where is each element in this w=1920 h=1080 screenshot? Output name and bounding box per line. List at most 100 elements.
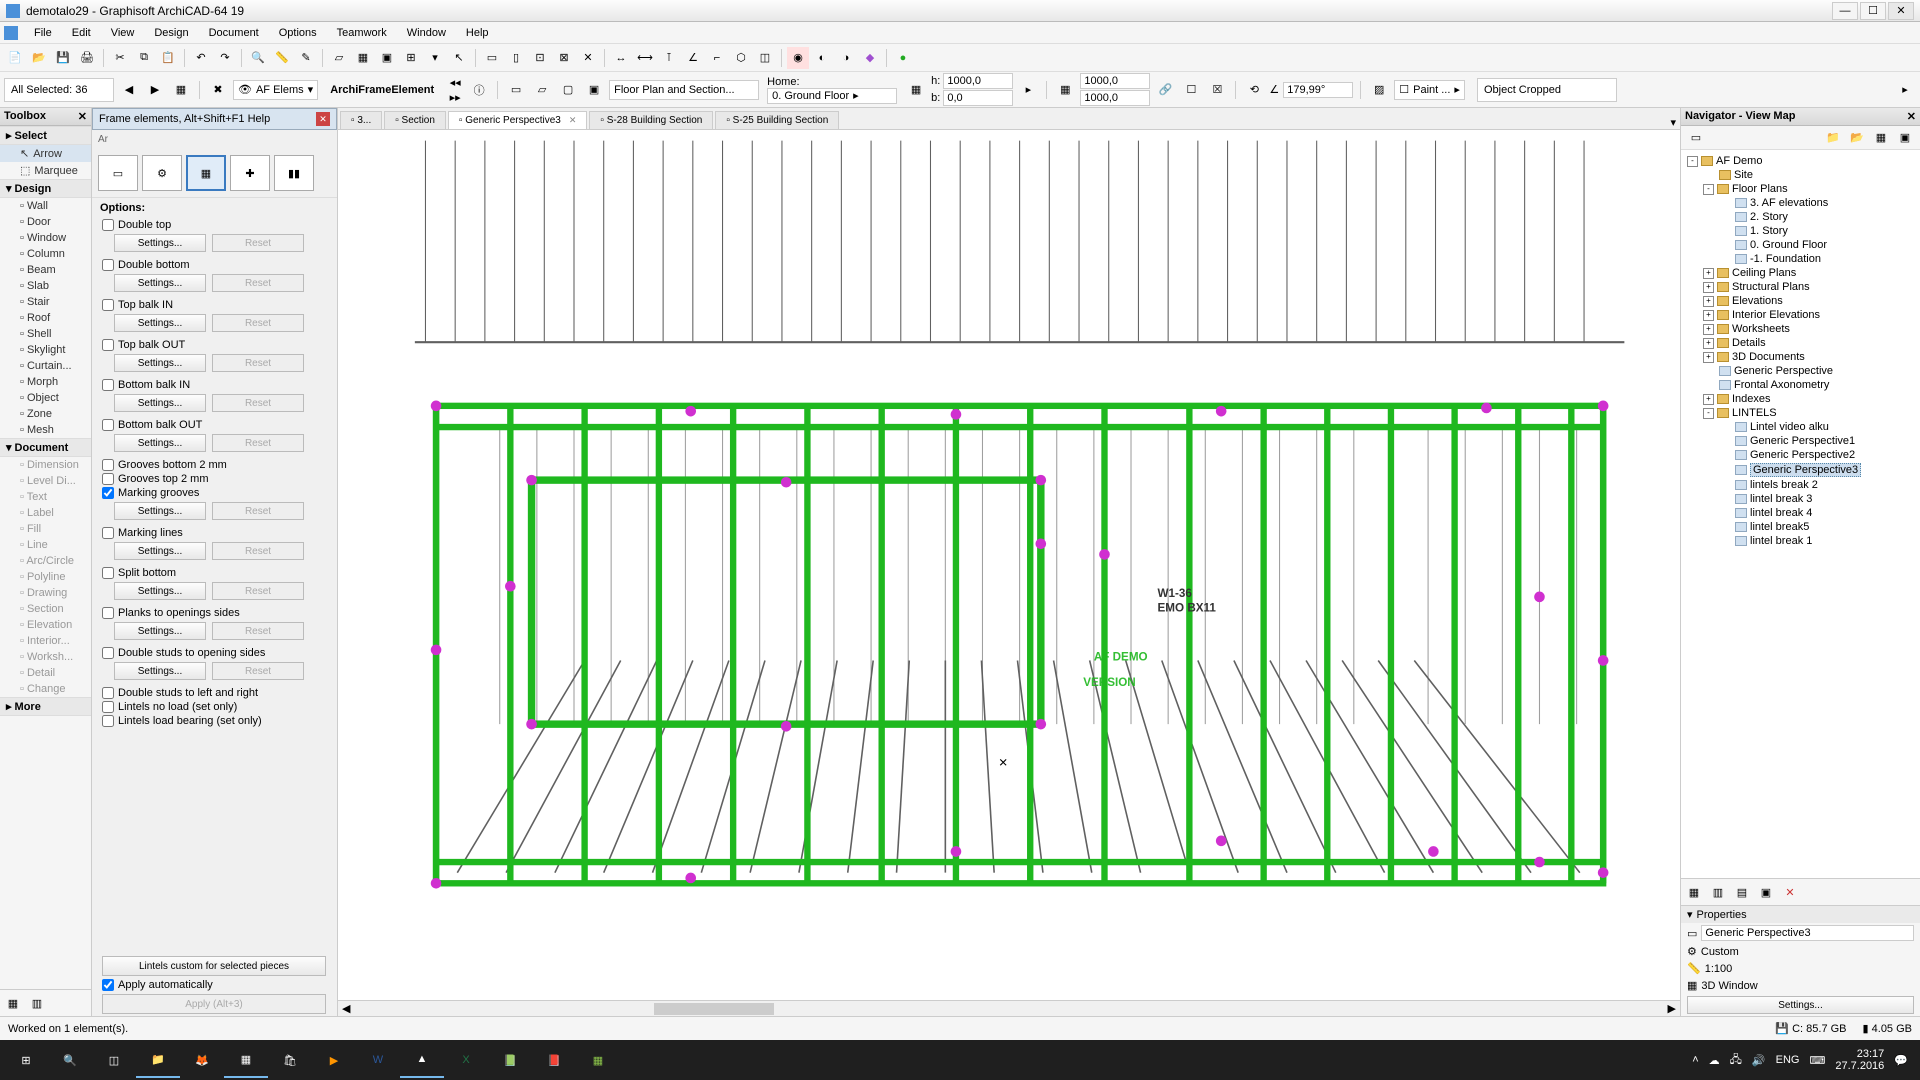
home-story-combo[interactable]: 0. Ground Floor ▸ (767, 88, 897, 104)
marquee-tool[interactable]: ⬚ Marquee (0, 162, 91, 179)
maximize-button[interactable]: ☐ (1860, 2, 1886, 20)
tool-icon[interactable]: ↖ (448, 47, 470, 69)
tool-slab[interactable]: ▫ Slab (0, 278, 91, 294)
tree-node[interactable]: 1. Story (1683, 224, 1918, 238)
nav-prev-icon[interactable]: ◀ (118, 79, 140, 101)
paint-combo[interactable]: ☐ Paint ... ▸ (1394, 80, 1465, 100)
opt-checkbox[interactable] (102, 259, 114, 271)
tree-node[interactable]: 3. AF elevations (1683, 196, 1918, 210)
tool-icon[interactable]: ▯ (505, 47, 527, 69)
tree-node[interactable]: +Indexes (1683, 392, 1918, 406)
zoom-icon[interactable]: 🔍 (247, 47, 269, 69)
tool-icon[interactable]: ▱ (328, 47, 350, 69)
reset-button[interactable]: Reset (212, 314, 304, 332)
opt-checkbox[interactable] (102, 339, 114, 351)
opt-checkbox[interactable] (102, 687, 114, 699)
tool-icon[interactable]: ⬡ (730, 47, 752, 69)
tool-zone[interactable]: ▫ Zone (0, 406, 91, 422)
copy-icon[interactable]: ⧉ (133, 47, 155, 69)
language-indicator[interactable]: ENG (1776, 1054, 1800, 1066)
expand-icon[interactable]: + (1703, 310, 1714, 321)
tab-close-icon[interactable]: ✕ (569, 115, 577, 126)
nav-icon[interactable]: 📁 (1822, 127, 1844, 149)
opt-checkbox[interactable] (102, 379, 114, 391)
prev-icon[interactable]: ◂◂ (446, 75, 464, 89)
edit-icon[interactable]: ✎ (295, 47, 317, 69)
tool-door[interactable]: ▫ Door (0, 214, 91, 230)
tool-elevation[interactable]: ▫ Elevation (0, 617, 91, 633)
print-icon[interactable]: 🖨 (76, 47, 98, 69)
tool-icon[interactable]: ▣ (583, 79, 605, 101)
tool-icon[interactable]: ↔ (610, 47, 632, 69)
app-icon[interactable]: ▦ (224, 1042, 268, 1078)
h-input[interactable] (943, 73, 1013, 89)
close-icon[interactable]: ✕ (78, 110, 87, 123)
nav-next-icon[interactable]: ▶ (144, 79, 166, 101)
close-icon[interactable]: ✕ (316, 112, 330, 126)
tool-icon[interactable]: ▦ (905, 79, 927, 101)
app-icon[interactable]: ▦ (576, 1042, 620, 1078)
tree-node[interactable]: -LINTELS (1683, 406, 1918, 420)
tool-icon[interactable]: ◫ (754, 47, 776, 69)
tree-node[interactable]: +Ceiling Plans (1683, 266, 1918, 280)
prop-name-input[interactable] (1701, 925, 1914, 941)
af-elems-combo[interactable]: 👁 AF Elems ▾ (233, 80, 318, 100)
tool-window[interactable]: ▫ Window (0, 230, 91, 246)
tree-node[interactable]: -Floor Plans (1683, 182, 1918, 196)
tool-icon[interactable]: ▸ (1017, 79, 1039, 101)
reset-button[interactable]: Reset (212, 234, 304, 252)
menu-teamwork[interactable]: Teamwork (327, 24, 397, 42)
tool-worksh[interactable]: ▫ Worksh... (0, 649, 91, 665)
tool-icon[interactable]: ▣ (376, 47, 398, 69)
opt-checkbox[interactable] (102, 419, 114, 431)
tree-node[interactable]: +Structural Plans (1683, 280, 1918, 294)
tree-node[interactable]: lintel break 3 (1683, 492, 1918, 506)
angle-input[interactable] (1283, 82, 1353, 98)
tool-object[interactable]: ▫ Object (0, 390, 91, 406)
opt-checkbox[interactable] (102, 459, 114, 471)
settings-button[interactable]: Settings... (114, 582, 206, 600)
firefox-icon[interactable]: 🦊 (180, 1042, 224, 1078)
opt-checkbox[interactable] (102, 567, 114, 579)
settings-button[interactable]: Settings... (114, 354, 206, 372)
expand-icon[interactable]: - (1687, 156, 1698, 167)
opt-checkbox[interactable] (102, 607, 114, 619)
tool-stair[interactable]: ▫ Stair (0, 294, 91, 310)
tool-column[interactable]: ▫ Column (0, 246, 91, 262)
document-category[interactable]: ▾ Document (0, 438, 91, 457)
expand-icon[interactable]: + (1703, 352, 1714, 363)
menu-file[interactable]: File (24, 24, 62, 42)
reset-button[interactable]: Reset (212, 394, 304, 412)
mode-btn-1[interactable]: ▭ (98, 155, 138, 191)
tree-node[interactable]: Site (1683, 168, 1918, 182)
tool-morph[interactable]: ▫ Morph (0, 374, 91, 390)
search-icon[interactable]: 🔍 (48, 1042, 92, 1078)
tool-detail[interactable]: ▫ Detail (0, 665, 91, 681)
video-icon[interactable]: ▶ (312, 1042, 356, 1078)
tool-icon[interactable]: ◆ (859, 47, 881, 69)
tool-icon[interactable]: ▨ (1368, 79, 1390, 101)
undo-icon[interactable]: ↶ (190, 47, 212, 69)
tree-node[interactable]: -AF Demo (1683, 154, 1918, 168)
tool-leveldi[interactable]: ▫ Level Di... (0, 473, 91, 489)
settings-button[interactable]: Settings... (114, 394, 206, 412)
nav-icon[interactable]: ▣ (1755, 881, 1777, 903)
cut-icon[interactable]: ✂ (109, 47, 131, 69)
opt-checkbox[interactable] (102, 647, 114, 659)
settings-button[interactable]: Settings... (114, 234, 206, 252)
expand-icon[interactable]: + (1703, 324, 1714, 335)
tree-node[interactable]: Generic Perspective3 (1683, 462, 1918, 478)
clock[interactable]: 23:17 27.7.2016 (1835, 1048, 1884, 1072)
tab[interactable]: ▫ Section (384, 111, 446, 129)
select-category[interactable]: ▸ Select (0, 126, 91, 145)
b-input[interactable] (943, 90, 1013, 106)
explorer-icon[interactable]: 📁 (136, 1042, 180, 1078)
nav-icon[interactable]: ▭ (1685, 127, 1707, 149)
redo-icon[interactable]: ↷ (214, 47, 236, 69)
menu-options[interactable]: Options (269, 24, 327, 42)
tool-icon[interactable]: ⊠ (553, 47, 575, 69)
tool-icon[interactable]: ✖ (207, 79, 229, 101)
tool-icon[interactable]: ⌐ (706, 47, 728, 69)
keyboard-icon[interactable]: ⌨ (1809, 1054, 1825, 1067)
expand-icon[interactable]: ▸ (1894, 79, 1916, 101)
